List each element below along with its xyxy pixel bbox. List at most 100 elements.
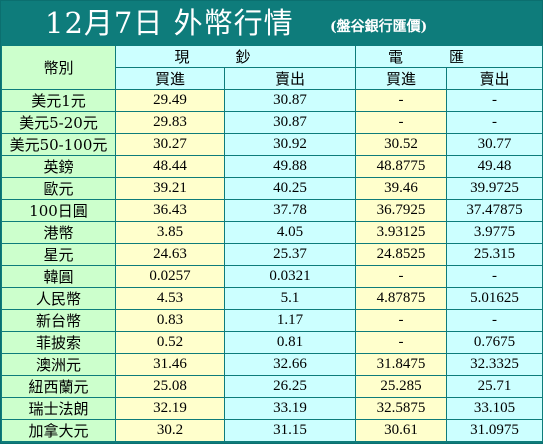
cash-sell-rate: 30.92 [223,133,357,156]
tt-buy-rate: 24.8525 [355,243,448,266]
currency-name: 星元 [1,243,116,266]
table-row: 菲披索 0.52 0.81-0.7675 [1,331,543,354]
tt-buy-rate: 48.8775 [355,155,448,178]
rate-rows: 美元1元 29.49 30.87- - 美元5-20元 29.83 30.87- - 美元50-… [1,89,543,442]
currency-name: 加拿大元 [1,419,116,442]
cash-buy-rate: 32.19 [115,397,225,420]
cash-sell-rate: 5.1 [223,287,357,310]
cash-sell-rate: 31.15 [223,419,357,442]
tt-sell-rate: 3.9775 [446,221,543,244]
table-row: 星元 24.63 25.37 24.8525 25.315 [1,243,543,266]
tt-buy-rate: - [355,309,448,332]
cash-sell-rate: 4.05 [223,221,357,244]
telegraphic-transfer-group-header: 電匯 [355,45,543,68]
cash-buy-header: 買進 [115,67,225,90]
tt-buy-rate: - [355,89,448,112]
group-header-row: 幣別 現鈔 電匯 [1,45,543,90]
table-row: 新台幣 0.83 1.17- - [1,309,543,332]
cash-buy-rate: 48.44 [115,155,225,178]
currency-name: 港幣 [1,221,116,244]
tt-sell-rate: - [446,265,543,288]
page-title: 12月7日 外幣行情 [45,6,294,40]
cash-sell-rate: 0.81 [223,331,357,354]
cash-buy-rate: 30.2 [115,419,225,442]
tt-sell-rate: 5.01625 [446,287,543,310]
cash-buy-rate: 0.0257 [115,265,225,288]
cash-buy-rate: 30.27 [115,133,225,156]
cash-buy-rate: 3.85 [115,221,225,244]
currency-name: 新台幣 [1,309,116,332]
tt-buy-rate: 31.8475 [355,353,448,376]
table-row: 韓圓 0.0257 0.0321- - [1,265,543,288]
cash-sell-rate: 33.19 [223,397,357,420]
currency-name: 歐元 [1,177,116,200]
currency-name: 紐西蘭元 [1,375,116,398]
tt-sell-rate: 39.9725 [446,177,543,200]
tt-buy-rate: - [355,331,448,354]
currency-name: 韓圓 [1,265,116,288]
table-row: 美元50-100元 30.27 30.92 30.52 30.77 [1,133,543,156]
table-row: 歐元 39.21 40.25 39.46 39.9725 [1,177,543,200]
cash-sell-rate: 37.78 [223,199,357,222]
currency-name: 澳洲元 [1,353,116,376]
currency-name: 100日圓 [1,199,116,222]
currency-name: 美元50-100元 [1,133,116,156]
tt-sell-header: 賣出 [446,67,543,90]
tt-buy-rate: 39.46 [355,177,448,200]
subheader-row: 買進 賣出 買進 賣出 [2,67,543,90]
tt-sell-rate: 33.105 [446,397,543,420]
cash-buy-rate: 29.49 [115,89,225,112]
cash-sell-header: 賣出 [223,67,357,90]
tt-buy-rate: 30.52 [355,133,448,156]
tt-buy-rate: - [355,111,448,134]
cash-sell-rate: 25.37 [223,243,357,266]
table-row: 紐西蘭元 25.08 26.25 25.285 25.71 [1,375,543,398]
cash-buy-rate: 24.63 [115,243,225,266]
cash-buy-rate: 0.83 [115,309,225,332]
currency-name: 英鎊 [1,155,116,178]
table-row: 人民幣 4.53 5.1 4.87875 5.01625 [1,287,543,310]
cash-buy-rate: 29.83 [115,111,225,134]
currency-name: 美元5-20元 [1,111,116,134]
cash-sell-rate: 40.25 [223,177,357,200]
currency-name: 美元1元 [1,89,116,112]
table-row: 瑞士法朗 32.19 33.19 32.5875 33.105 [1,397,543,420]
cash-group-header: 現鈔 [114,45,357,68]
cash-sell-rate: 30.87 [223,111,357,134]
tt-sell-rate: 31.0975 [446,419,543,442]
cash-buy-rate: 39.21 [115,177,225,200]
currency-column-header: 幣別 [1,45,116,90]
tt-sell-rate: 25.71 [446,375,543,398]
title-bar: 12月7日 外幣行情 (盤谷銀行匯價) [1,1,542,45]
bank-source-label: (盤谷銀行匯價) [330,19,428,35]
cash-sell-rate: 0.0321 [223,265,357,288]
tt-sell-rate: - [446,309,543,332]
cash-buy-rate: 31.46 [115,353,225,376]
cash-sell-rate: 49.88 [223,155,357,178]
table-row: 港幣 3.85 4.05 3.93125 3.9775 [1,221,543,244]
cash-buy-rate: 4.53 [115,287,225,310]
table-row: 100日圓 36.43 37.78 36.7925 37.47875 [1,199,543,222]
tt-buy-rate: 30.61 [355,419,448,442]
tt-buy-rate: 32.5875 [355,397,448,420]
table-row: 英鎊 48.44 49.88 48.8775 49.48 [1,155,543,178]
tt-sell-rate: 37.47875 [446,199,543,222]
tt-buy-rate: 3.93125 [355,221,448,244]
cash-sell-rate: 32.66 [223,353,357,376]
currency-name: 人民幣 [1,287,116,310]
cash-buy-rate: 25.08 [115,375,225,398]
tt-sell-rate: 30.77 [446,133,543,156]
table-row: 加拿大元 30.2 31.15 30.61 31.0975 [1,419,543,442]
cash-sell-rate: 26.25 [223,375,357,398]
currency-name: 瑞士法朗 [1,397,116,420]
tt-sell-rate: - [446,89,543,112]
cash-sell-rate: 1.17 [223,309,357,332]
cash-buy-rate: 36.43 [115,199,225,222]
cash-buy-rate: 0.52 [115,331,225,354]
cash-sell-rate: 30.87 [223,89,357,112]
currency-name: 菲披索 [1,331,116,354]
tt-buy-rate: 4.87875 [355,287,448,310]
tt-buy-rate: 25.285 [355,375,448,398]
tt-sell-rate: 49.48 [446,155,543,178]
